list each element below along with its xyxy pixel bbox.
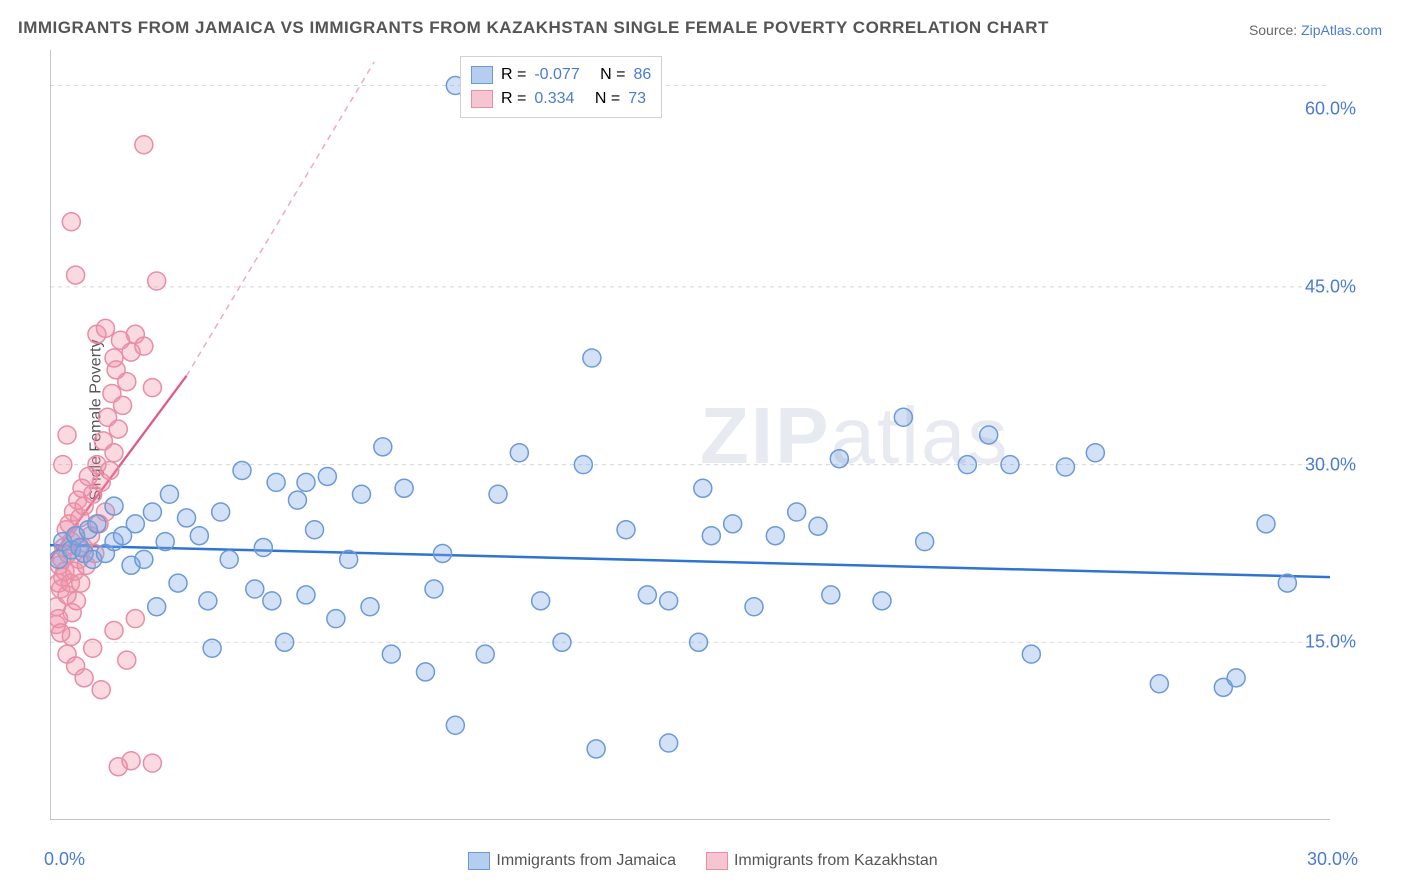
- swatch-kazakhstan: [471, 90, 493, 108]
- n-label-0: N =: [600, 63, 625, 87]
- stats-row-kazakhstan: R = 0.334 N = 73: [471, 87, 651, 111]
- bottom-legend-kazakhstan: Immigrants from Kazakhstan: [706, 852, 938, 870]
- bottom-label-kazakhstan: Immigrants from Kazakhstan: [734, 852, 938, 870]
- source-value: ZipAtlas.com: [1301, 22, 1382, 38]
- chart-plot-area: [50, 50, 1330, 820]
- chart-svg: [50, 50, 1330, 820]
- r-value-0: -0.077: [534, 63, 579, 87]
- swatch-jamaica: [471, 66, 493, 84]
- bottom-swatch-jamaica: [468, 852, 490, 870]
- bottom-swatch-kazakhstan: [706, 852, 728, 870]
- source-citation: Source: ZipAtlas.com: [1249, 22, 1382, 38]
- source-label: Source:: [1249, 22, 1301, 38]
- y-tick-label: 60.0%: [1305, 99, 1356, 120]
- bottom-label-jamaica: Immigrants from Jamaica: [496, 852, 676, 870]
- n-value-0: 86: [634, 63, 652, 87]
- bottom-legend-jamaica: Immigrants from Jamaica: [468, 852, 676, 870]
- bottom-legend: Immigrants from Jamaica Immigrants from …: [0, 852, 1406, 870]
- n-label-1: N =: [595, 87, 620, 111]
- chart-container: IMMIGRANTS FROM JAMAICA VS IMMIGRANTS FR…: [0, 0, 1406, 892]
- y-tick-label: 15.0%: [1305, 632, 1356, 653]
- r-label-0: R =: [501, 63, 526, 87]
- stats-row-jamaica: R = -0.077 N = 86: [471, 63, 651, 87]
- r-value-1: 0.334: [534, 87, 574, 111]
- chart-title: IMMIGRANTS FROM JAMAICA VS IMMIGRANTS FR…: [18, 18, 1049, 38]
- stats-legend-box: R = -0.077 N = 86 R = 0.334 N = 73: [460, 56, 662, 118]
- y-tick-label: 45.0%: [1305, 276, 1356, 297]
- n-value-1: 73: [628, 87, 646, 111]
- y-tick-label: 30.0%: [1305, 454, 1356, 475]
- r-label-1: R =: [501, 87, 526, 111]
